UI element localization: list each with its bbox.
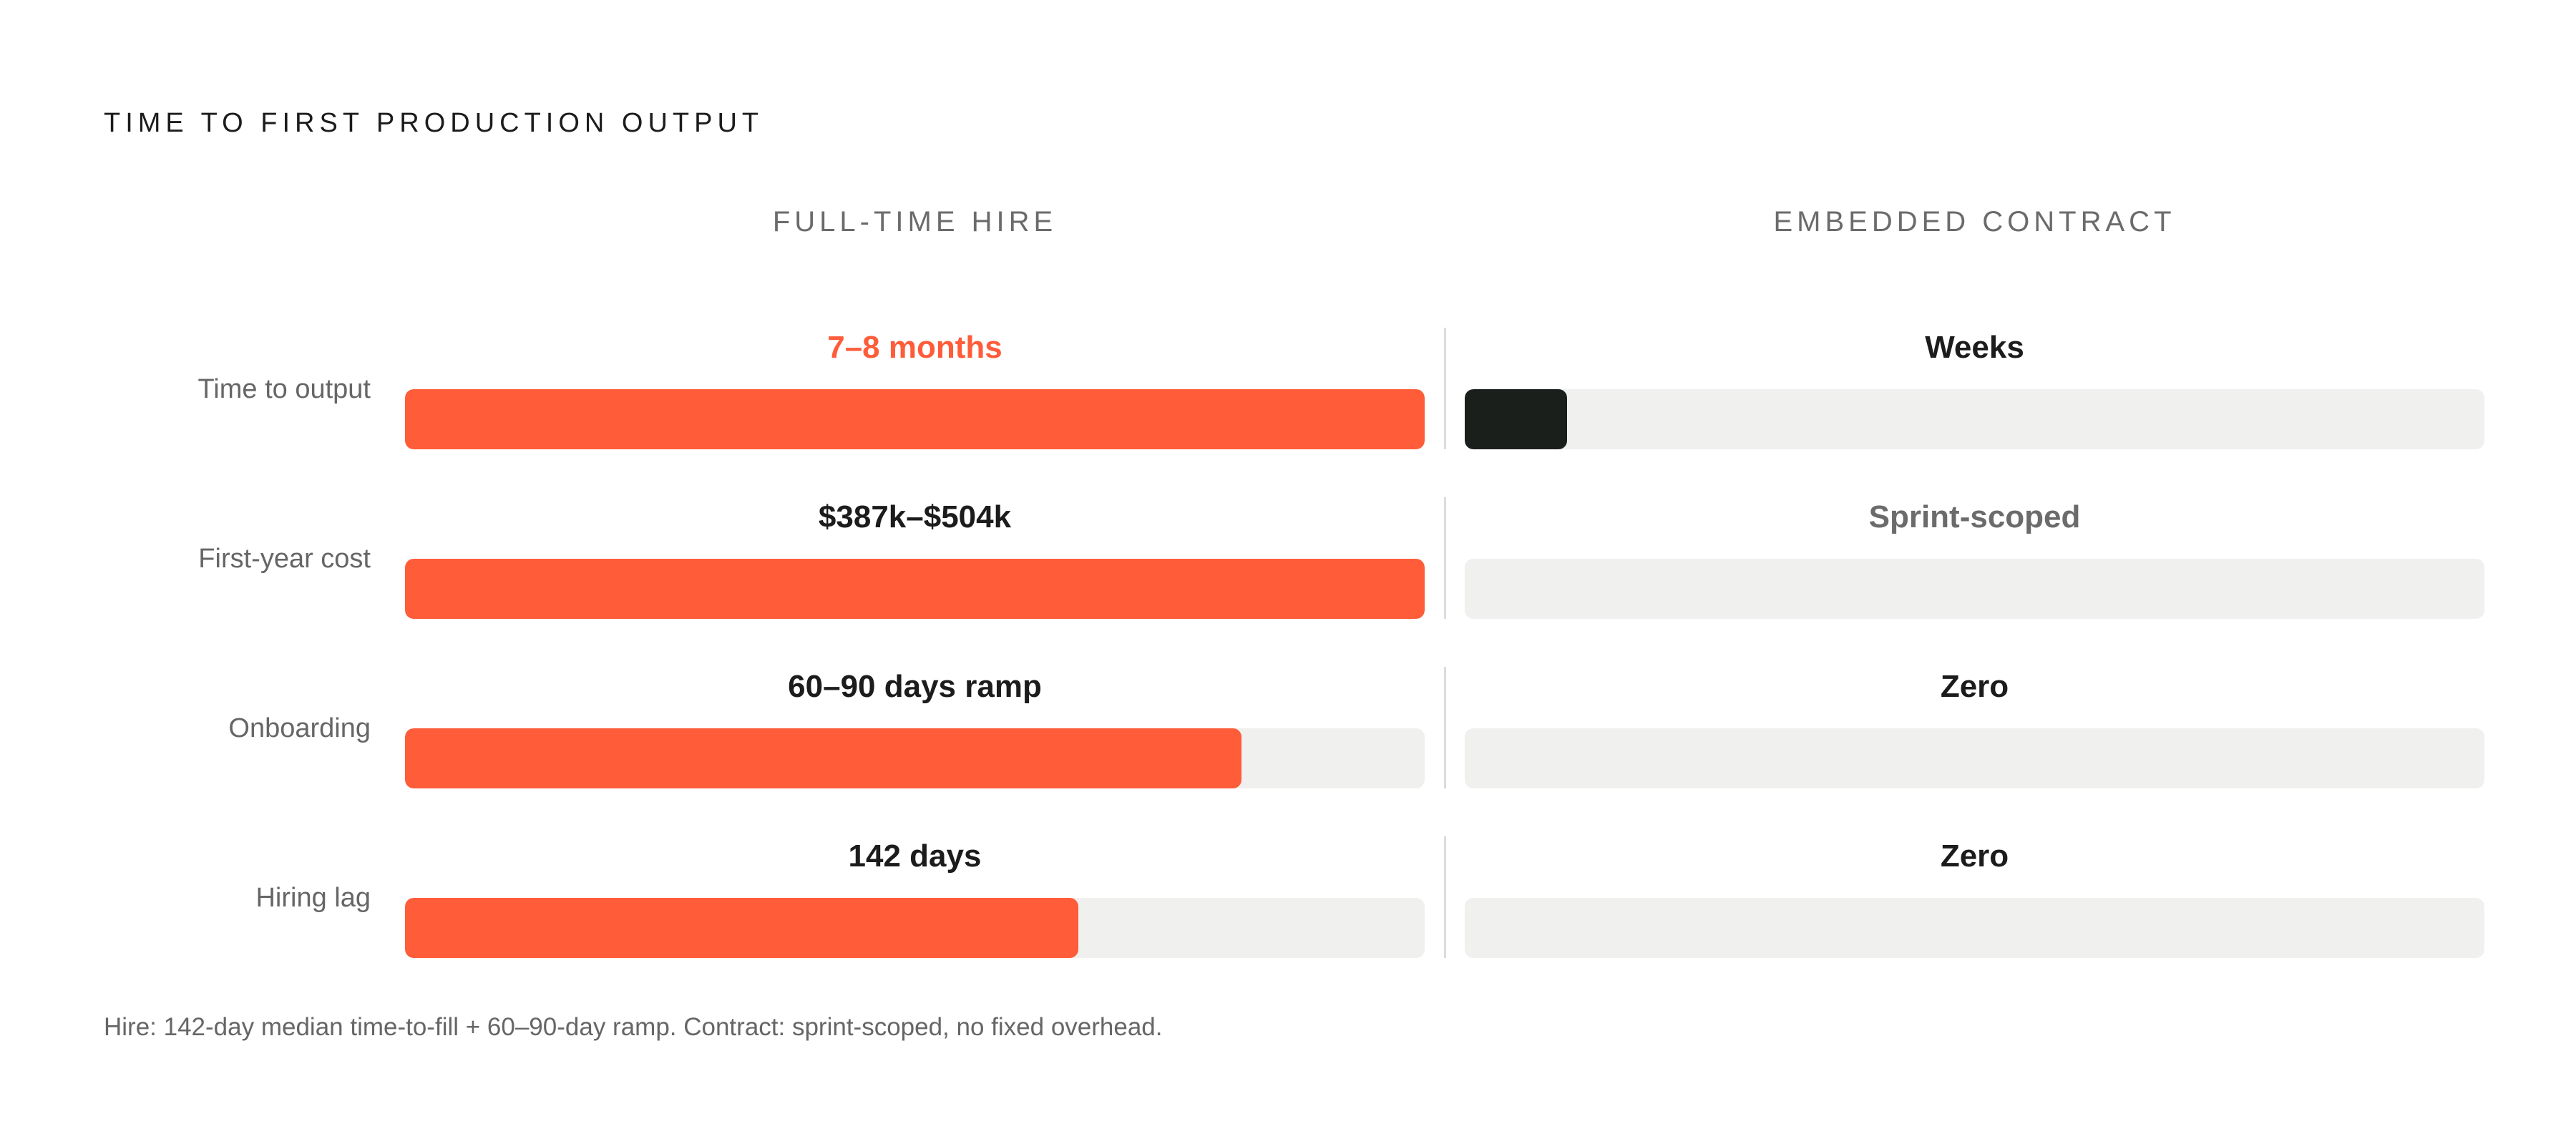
column-divider [1444,497,1446,619]
hire-value-label: 142 days [848,839,982,874]
column-header-full-time-hire: FULL-TIME HIRE [772,206,1058,238]
contract-bar-track [1465,898,2484,958]
column-header-embedded-contract: EMBEDDED CONTRACT [1773,206,2176,238]
hire-bar-fill [405,389,1425,449]
column-divider [1444,667,1446,788]
hire-bar-track [405,559,1425,619]
footnote: Hire: 142-day median time-to-fill + 60–9… [104,1013,1163,1041]
hire-value-label: 60–90 days ramp [788,669,1042,704]
row-label: Hiring lag [255,883,371,913]
row-label: Time to output [197,374,371,404]
hire-value-label: 7–8 months [827,330,1002,365]
column-divider [1444,836,1446,958]
hire-bar-track [405,898,1425,958]
hire-bar-fill [405,898,1078,958]
contract-value-label: Zero [1940,839,2009,874]
row-time-to-output: Time to output 7–8 months Weeks [0,328,2576,456]
row-label: Onboarding [228,713,371,743]
chart-title: TIME TO FIRST PRODUCTION OUTPUT [104,108,764,138]
row-label: First-year cost [198,544,371,574]
hire-bar-fill [405,559,1425,619]
hire-bar-fill [405,728,1241,788]
column-divider [1444,328,1446,449]
row-onboarding: Onboarding 60–90 days ramp Zero [0,667,2576,796]
contract-bar-track [1465,728,2484,788]
hire-value-label: $387k–$504k [818,499,1012,534]
contract-bar-fill [1465,389,1567,449]
contract-value-label: Zero [1940,669,2009,704]
contract-value-label: Weeks [1925,330,2024,365]
contract-bar-track [1465,389,2484,449]
hire-bar-track [405,728,1425,788]
hire-bar-track [405,389,1425,449]
row-hiring-lag: Hiring lag 142 days Zero [0,836,2576,965]
row-first-year-cost: First-year cost $387k–$504k Sprint-scoped [0,497,2576,626]
contract-value-label: Sprint-scoped [1868,499,2081,534]
contract-bar-track [1465,559,2484,619]
